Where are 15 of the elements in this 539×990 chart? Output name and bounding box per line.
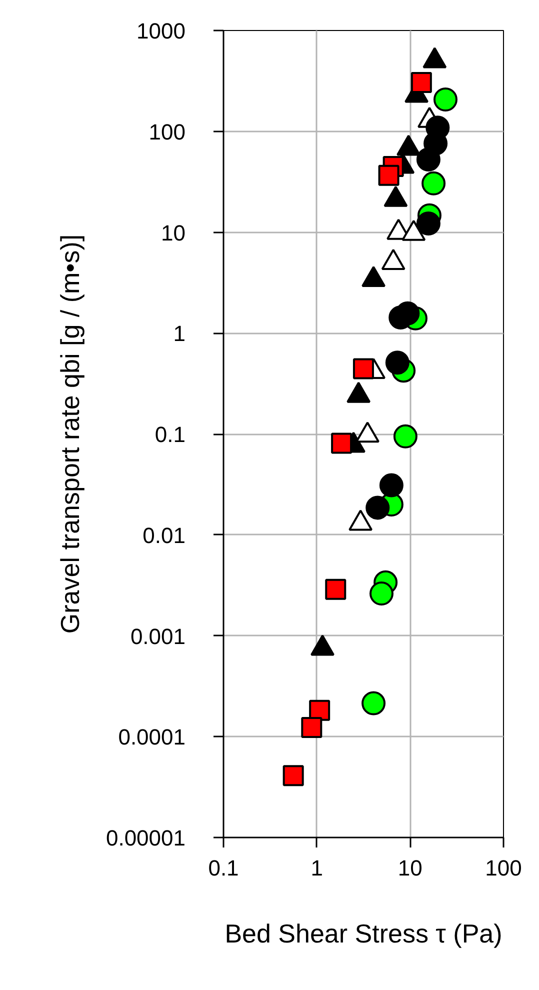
x-tick-label: 1 [310, 856, 323, 880]
y-tick-label: 0.0001 [118, 724, 186, 750]
y-tick-label: 0.001 [130, 624, 186, 649]
y-tick-label: 1 [173, 321, 186, 346]
y-tick-label: 0.00001 [106, 826, 186, 850]
x-tick-label: 100 [485, 856, 522, 880]
y-tick-label: 0.01 [142, 522, 186, 548]
y-tick-label: 0.1 [154, 422, 186, 447]
x-tick-label: 10 [398, 856, 422, 880]
y-tick-label: 1000 [136, 18, 186, 44]
x-axis-title: Bed Shear Stress τ (Pa) [224, 918, 502, 948]
y-tick-label: 100 [148, 119, 186, 144]
y-axis-title: Gravel transport rate qbi [g / (m•s)] [54, 234, 85, 634]
x-tick-label: 0.1 [208, 856, 239, 880]
y-tick-label: 10 [161, 220, 186, 246]
